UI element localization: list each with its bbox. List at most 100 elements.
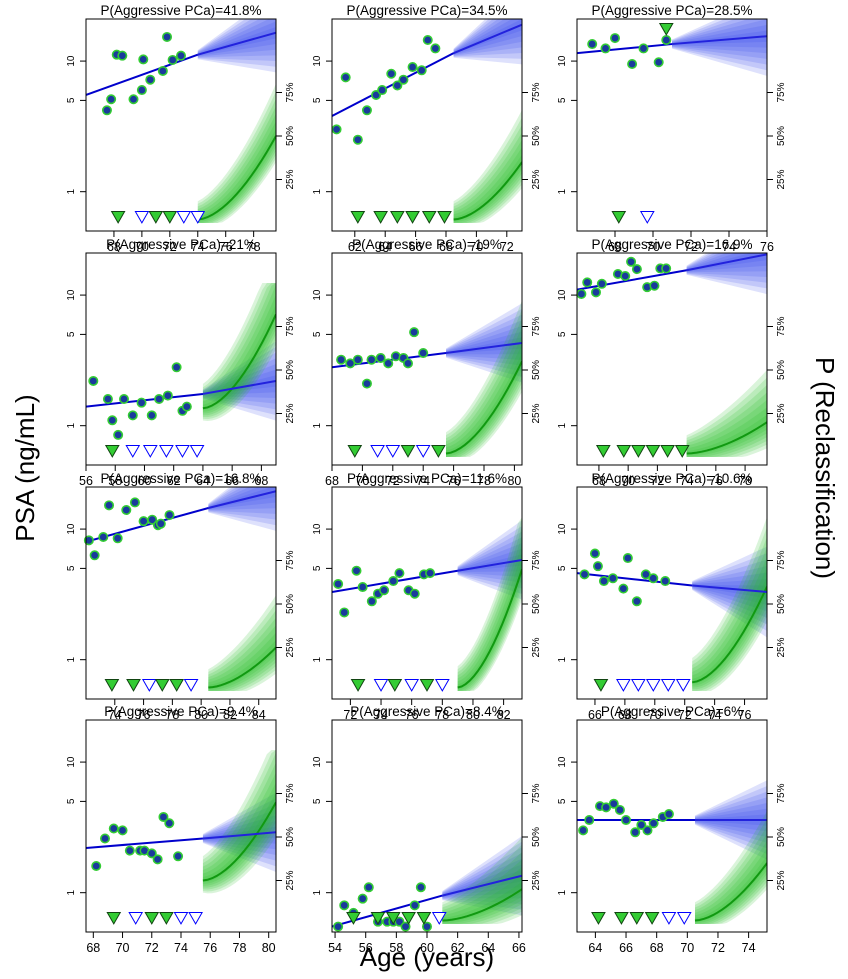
reclassification-band bbox=[686, 407, 767, 457]
panel-title: P(Aggressive PCa)=28.5% bbox=[592, 3, 753, 18]
prob-tick-label: 75% bbox=[531, 550, 542, 570]
x-tick-label: 70 bbox=[646, 240, 660, 254]
reclassification-band bbox=[694, 825, 767, 924]
psa-point bbox=[136, 85, 147, 96]
projection-fans bbox=[208, 487, 276, 691]
plot-frame bbox=[576, 719, 768, 933]
y-tick-label: 5 bbox=[312, 565, 323, 571]
x-tick-label: 70 bbox=[621, 474, 635, 488]
psa-projection-band bbox=[202, 798, 276, 867]
psa-point bbox=[375, 352, 386, 363]
psa-point bbox=[601, 802, 612, 813]
reclassification-band bbox=[457, 517, 522, 691]
biopsy-reclassified-marker bbox=[104, 678, 120, 692]
reclassification-median-line bbox=[442, 888, 522, 922]
psa-projection-band bbox=[457, 537, 522, 583]
biopsy-negative-marker bbox=[404, 678, 420, 692]
psa-projection-band bbox=[457, 531, 522, 589]
x-tick-label: 62 bbox=[348, 240, 362, 254]
biopsy-reclassified-marker bbox=[419, 678, 435, 692]
x-tick-label: 74 bbox=[722, 240, 736, 254]
psa-point bbox=[642, 825, 653, 836]
psa-projection-band bbox=[692, 566, 767, 618]
plot-frame bbox=[331, 18, 523, 232]
biopsy-negative-marker bbox=[660, 678, 676, 692]
biopsy-reclassified-marker bbox=[350, 210, 366, 224]
x-tick-label: 72 bbox=[343, 708, 357, 722]
biopsy-reclassified-marker bbox=[385, 911, 401, 925]
y-tick-label: 1 bbox=[312, 422, 323, 428]
biopsy-reclassified-marker bbox=[106, 911, 122, 925]
psa-projection-median-line bbox=[457, 558, 522, 572]
x-tick-label: 70 bbox=[469, 240, 483, 254]
x-tick-label: 80 bbox=[466, 708, 480, 722]
psa-point bbox=[409, 588, 420, 599]
psa-projection-median-line bbox=[686, 253, 767, 272]
biopsy-negative-marker bbox=[630, 678, 646, 692]
psa-point bbox=[640, 569, 651, 580]
x-tick-label: 74 bbox=[708, 708, 722, 722]
reclassification-band bbox=[202, 750, 276, 894]
reclassification-band bbox=[202, 294, 276, 412]
prob-tick-label: 75% bbox=[776, 316, 787, 336]
biopsy-negative-marker bbox=[675, 678, 691, 692]
psa-point bbox=[162, 390, 173, 401]
psa-point bbox=[145, 74, 156, 85]
biopsy-reclassified-marker bbox=[347, 444, 363, 458]
x-tick-label: 68 bbox=[86, 941, 100, 955]
x-tick-label: 66 bbox=[588, 708, 602, 722]
prob-tick-label: 50% bbox=[285, 594, 296, 614]
x-tick-label: 68 bbox=[107, 240, 121, 254]
psa-point bbox=[608, 798, 619, 809]
y-tick-label: 1 bbox=[312, 188, 323, 194]
prob-tick-label: 50% bbox=[285, 126, 296, 146]
x-tick-label: 68 bbox=[608, 240, 622, 254]
psa-point bbox=[638, 43, 649, 54]
x-tick-label: 68 bbox=[618, 708, 632, 722]
psa-point bbox=[351, 565, 362, 576]
psa-projection-band bbox=[442, 835, 522, 916]
psa-trend-line bbox=[577, 269, 687, 291]
y-tick-label: 10 bbox=[312, 55, 323, 67]
psa-point bbox=[587, 39, 598, 50]
y-tick-label: 1 bbox=[66, 889, 77, 895]
psa-point bbox=[584, 815, 595, 826]
x-tick-label: 76 bbox=[447, 474, 461, 488]
biopsy-negative-marker bbox=[639, 210, 655, 224]
psa-point bbox=[592, 561, 603, 572]
psa-trend-line bbox=[86, 53, 199, 96]
y-tick-label: 1 bbox=[557, 188, 568, 194]
psa-point bbox=[89, 550, 100, 561]
y-tick-label: 5 bbox=[312, 798, 323, 804]
psa-point bbox=[117, 825, 128, 836]
panel-6: P(Aggressive PCa)=16.9%68 70 72 74 76 7815102… bbox=[557, 237, 787, 488]
reclassification-band bbox=[202, 772, 276, 886]
reclassification-band bbox=[442, 874, 522, 924]
psa-projection-band bbox=[672, 19, 767, 59]
reclassification-band bbox=[202, 283, 276, 422]
panel-title: P(Aggressive PCa)=34.5% bbox=[347, 3, 508, 18]
x-tick-label: 78 bbox=[165, 708, 179, 722]
biopsy-reclassified-marker bbox=[616, 444, 632, 458]
x-tick-label: 76 bbox=[219, 240, 233, 254]
psa-point bbox=[176, 50, 187, 61]
reclassification-median-line bbox=[197, 135, 276, 221]
psa-point bbox=[155, 518, 166, 529]
x-tick-label: 74 bbox=[191, 240, 205, 254]
biopsy-negative-marker bbox=[128, 911, 144, 925]
x-tick-label: 68 bbox=[650, 941, 664, 955]
psa-point bbox=[117, 50, 128, 61]
psa-projection-median-line bbox=[202, 379, 276, 395]
psa-projection-band bbox=[446, 303, 522, 383]
x-tick-label: 78 bbox=[233, 941, 247, 955]
psa-point bbox=[392, 80, 403, 91]
psa-point bbox=[614, 804, 625, 815]
biopsy-reclassified-marker bbox=[591, 911, 606, 925]
x-tick-label: 72 bbox=[650, 474, 664, 488]
x-tick-label: 68 bbox=[439, 240, 453, 254]
psa-point bbox=[653, 57, 664, 68]
y-tick-label: 1 bbox=[66, 422, 77, 428]
prob-tick-label: 75% bbox=[776, 783, 787, 803]
prob-tick-label: 75% bbox=[285, 82, 296, 102]
psa-point bbox=[104, 500, 115, 511]
